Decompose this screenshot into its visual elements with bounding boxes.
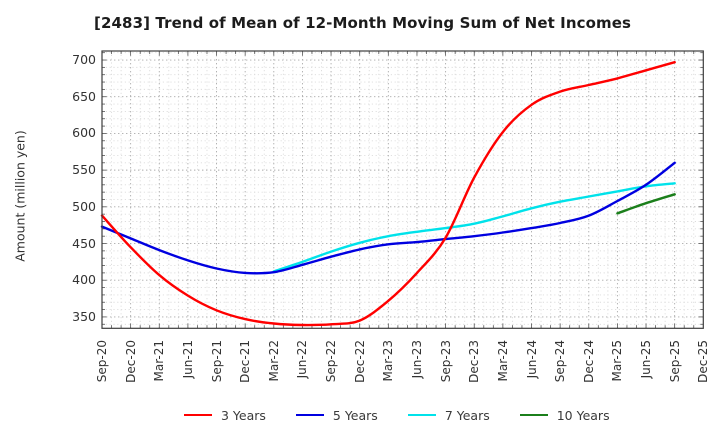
x-tick-label: Dec-24: [581, 340, 596, 383]
series-line-7-years: [272, 182, 676, 273]
x-tick-label: Jun-24: [524, 340, 539, 379]
legend: 3 Years 5 Years 7 Years 10 Years: [184, 405, 610, 425]
y-tick-label: 650: [72, 88, 96, 104]
legend-line-swatch: [519, 414, 548, 416]
x-tick-label: Jun-22: [295, 340, 310, 379]
minor-gridlines: [102, 51, 704, 329]
x-tick-label: Mar-23: [381, 340, 396, 382]
plot-border: [101, 50, 704, 329]
x-tick-label: Dec-22: [352, 340, 367, 383]
legend-item: 3 Years: [184, 408, 266, 423]
chart-title: [2483] Trend of Mean of 12-Month Moving …: [94, 14, 632, 32]
legend-label: 10 Years: [556, 407, 610, 423]
legend-item: 5 Years: [295, 407, 378, 423]
series-line-3-years: [100, 61, 676, 327]
x-tick-label: Mar-25: [610, 340, 625, 382]
x-tick-label: Sep-20: [95, 340, 109, 383]
major-gridlines: [102, 51, 704, 329]
x-tick-label: Jun-21: [180, 340, 195, 379]
y-tick-label: 450: [72, 235, 96, 251]
x-tick-label: Jun-25: [639, 340, 654, 379]
x-tick-label: Dec-23: [467, 340, 482, 383]
x-tick-label: Dec-21: [238, 340, 253, 383]
y-tick-label: 400: [72, 272, 96, 288]
legend-item: 10 Years: [519, 407, 610, 423]
legend-line-swatch: [295, 414, 324, 416]
y-tick-label: 700: [72, 52, 96, 68]
x-tick-label: Sep-22: [324, 340, 339, 383]
x-tick-label: Mar-21: [152, 340, 167, 382]
x-tick-label: Sep-21: [209, 340, 224, 383]
y-tick-label: 500: [72, 198, 96, 214]
x-tick-label: Sep-23: [438, 340, 453, 383]
series-line-10-years: [616, 193, 676, 215]
x-tick-label: Sep-25: [667, 340, 682, 383]
legend-line-swatch: [184, 414, 212, 416]
legend-label: 5 Years: [332, 407, 378, 423]
legend-line-swatch: [407, 414, 436, 416]
y-tick-label: 550: [72, 162, 96, 178]
legend-item: 7 Years: [407, 407, 490, 423]
y-tick-label: 350: [72, 308, 96, 324]
series-line-5-years: [100, 161, 676, 275]
legend-label: 7 Years: [444, 407, 490, 423]
x-tick-label: Dec-20: [123, 340, 138, 383]
x-tick-label: Mar-24: [495, 340, 510, 382]
x-tick-label: Mar-22: [266, 340, 281, 382]
x-tick-label: Jun-23: [409, 340, 424, 379]
x-tick-label: Dec-25: [696, 340, 711, 383]
x-tick-label: Sep-24: [553, 340, 568, 383]
y-tick-label: 600: [72, 125, 96, 141]
legend-label: 3 Years: [221, 407, 266, 423]
